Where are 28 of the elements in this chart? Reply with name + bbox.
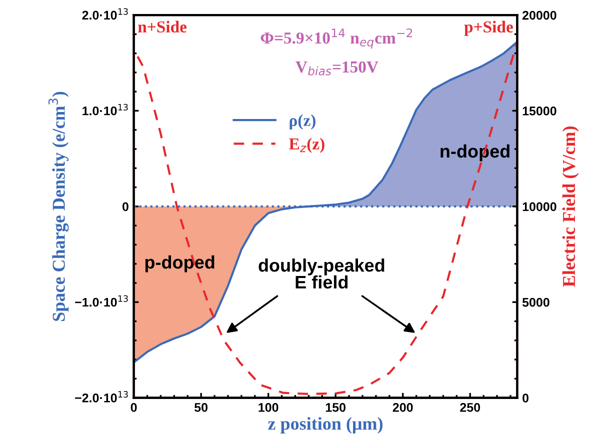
x-tick-label: 150 xyxy=(326,403,346,412)
y-tick-label: 1.0·10$^{13}$ xyxy=(82,104,128,116)
x-tick-label: 100 xyxy=(258,403,278,412)
y2-axis-title: Electric Field (V/cm) xyxy=(562,126,579,287)
y2-tick-label: 10000 xyxy=(522,202,556,212)
y2-tick-label: 15000 xyxy=(522,106,556,116)
y-tick-label: 0 xyxy=(122,202,128,212)
y-tick-label: −1.0·10$^{13}$ xyxy=(75,295,128,307)
annotation: p-doped xyxy=(145,255,214,272)
y-tick-label: −2.0·10$^{13}$ xyxy=(75,390,128,402)
annotation: Φ=5.9×10$^{14}$ n$_{eq}$cm$^{−2}$ xyxy=(260,28,412,49)
y2-tick-label: 0 xyxy=(522,394,528,402)
legend-label: ρ(z) xyxy=(290,114,316,130)
y2-tick-label: 5000 xyxy=(522,298,550,307)
annotation: p+Side xyxy=(464,20,513,36)
annotation: V$_{bias}$=150V xyxy=(296,61,378,76)
x-tick-label: 250 xyxy=(460,403,480,412)
annotation: n-doped xyxy=(440,144,510,162)
x-tick-label: 0 xyxy=(130,403,137,412)
legend-label: E$_{z}$(z) xyxy=(289,138,324,153)
annotation: doubly-peaked E field xyxy=(258,258,384,289)
y-tick-label: 2.0·10$^{13}$ xyxy=(82,8,128,20)
y-axis-title: Space Charge Density (e/cm$^{3}$) xyxy=(48,92,69,321)
y2-tick-label: 20000 xyxy=(522,10,556,20)
annotation: n+Side xyxy=(138,20,187,33)
x-tick-label: 200 xyxy=(392,403,413,412)
x-tick-label: 50 xyxy=(194,403,208,412)
x-axis-title: z position (μm) xyxy=(268,417,382,434)
